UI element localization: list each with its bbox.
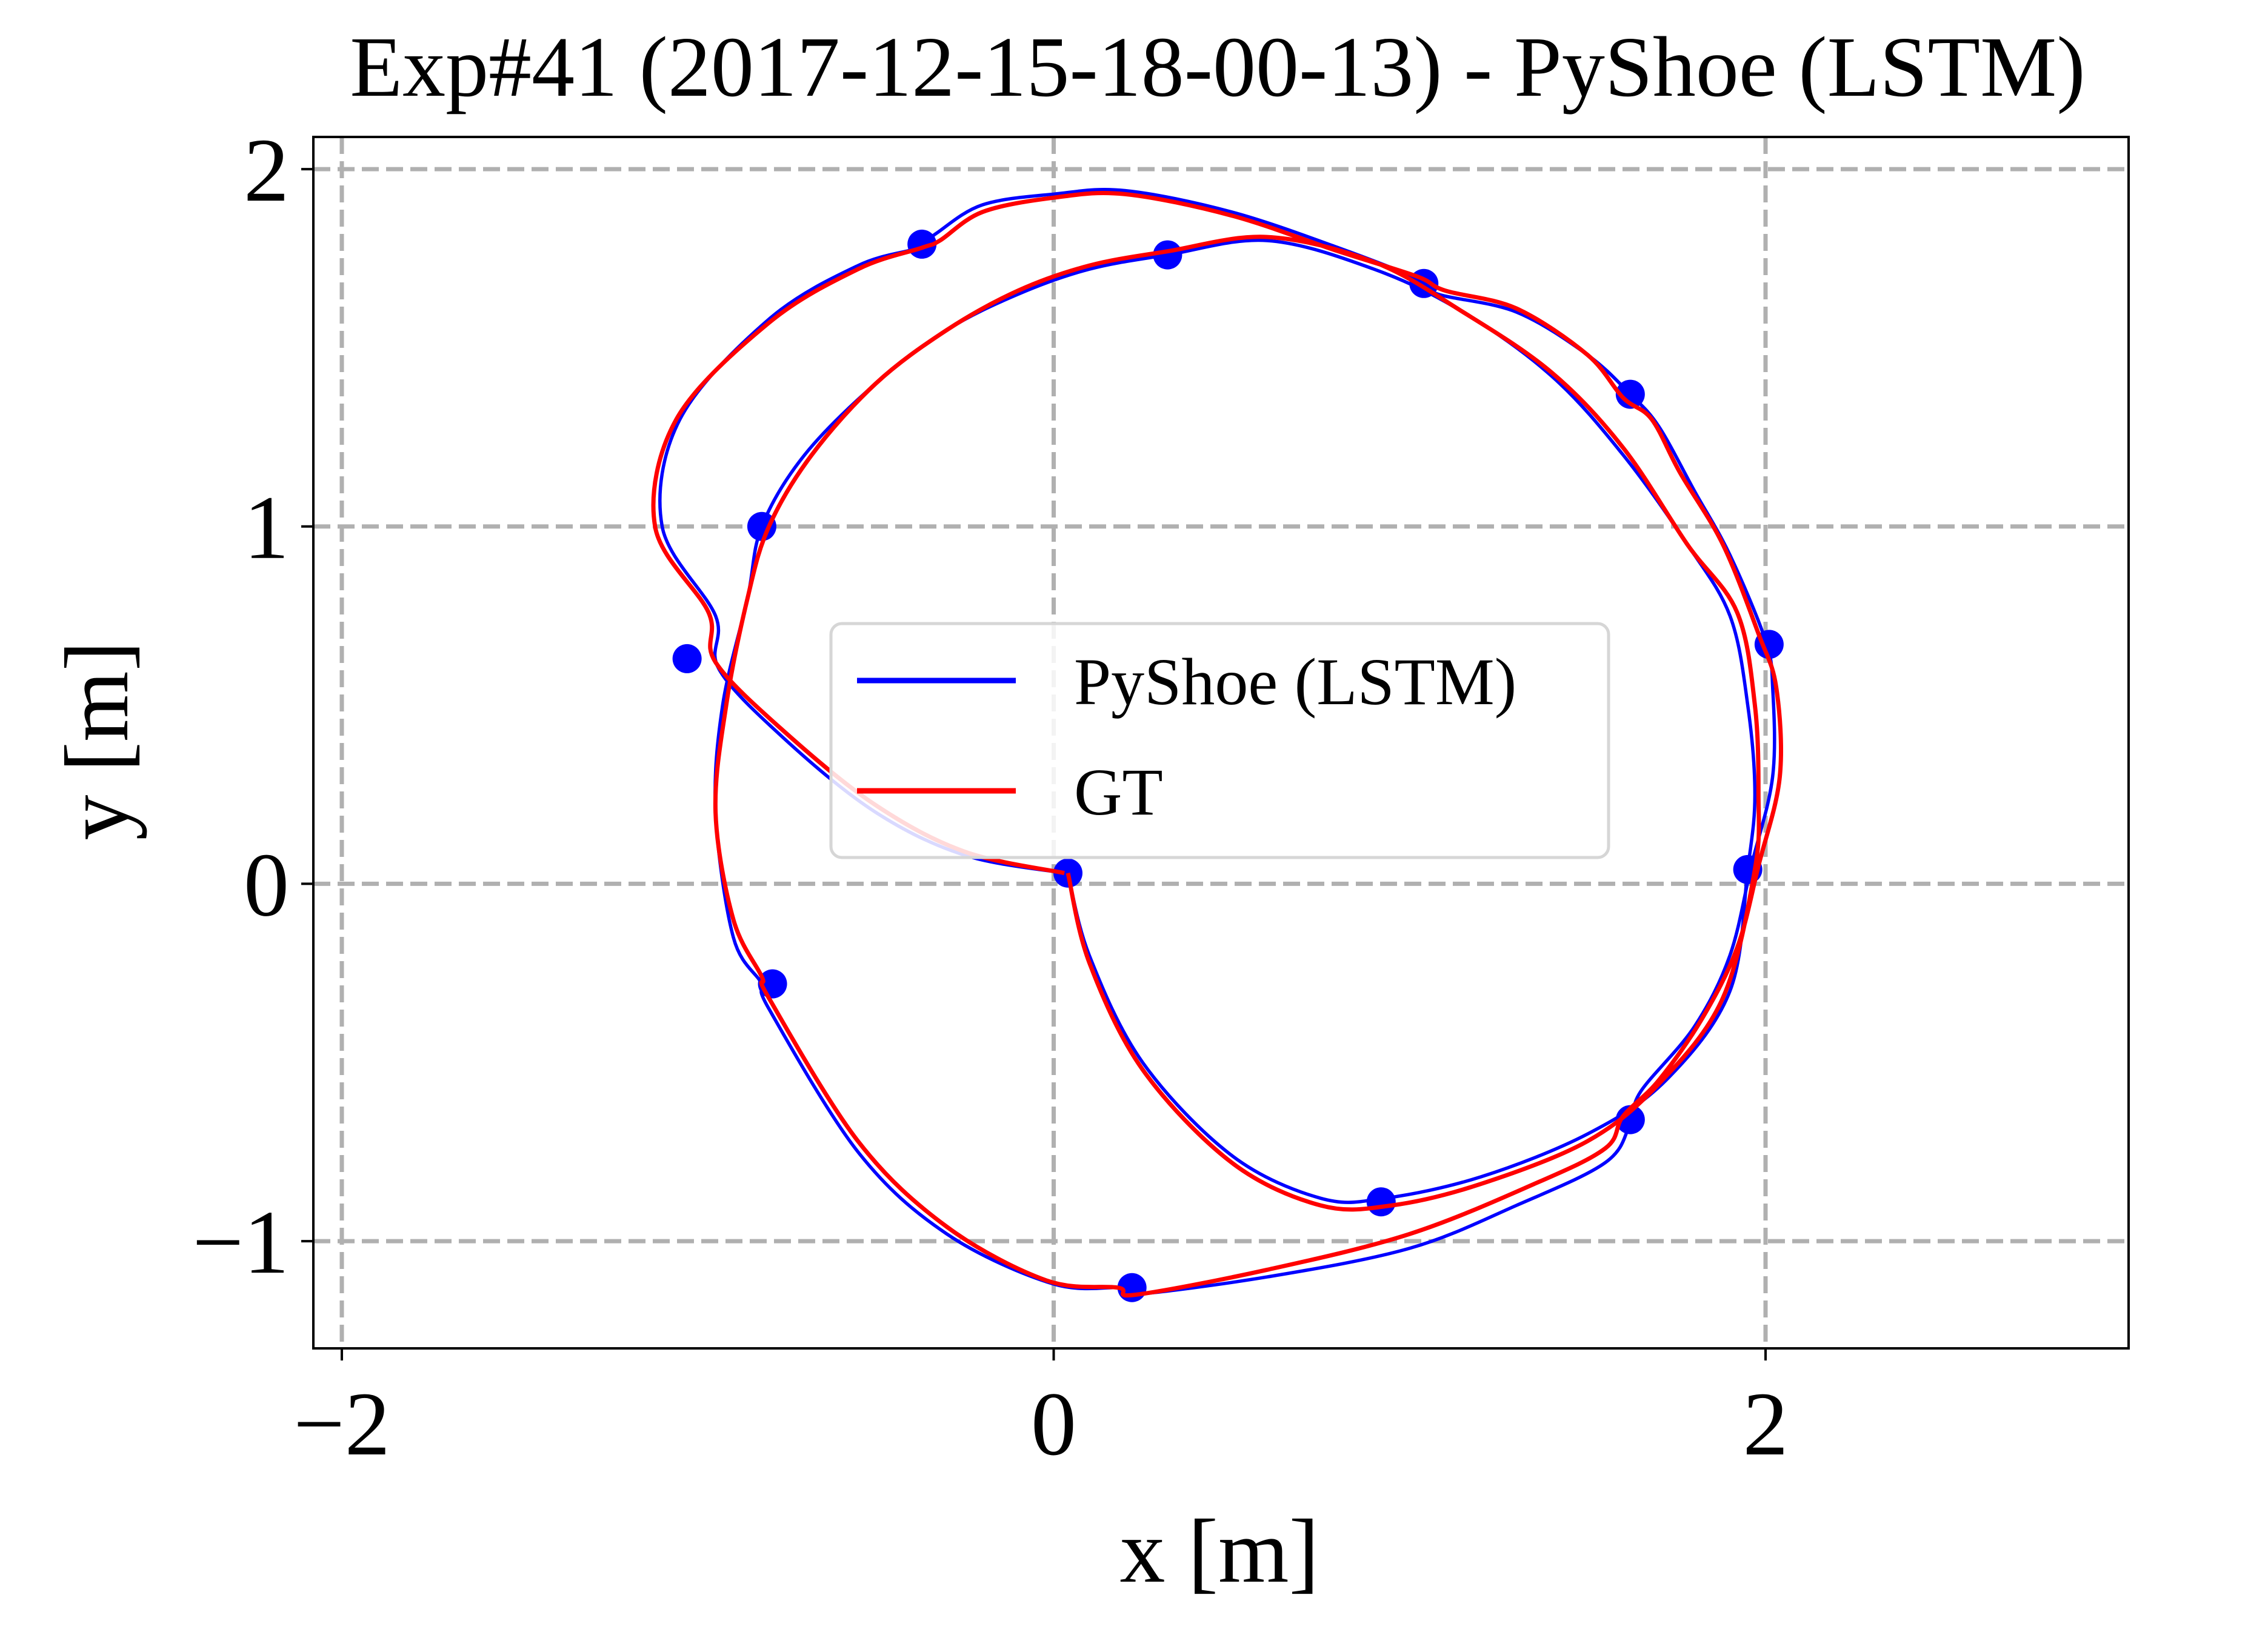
series-layer [651,188,1784,1302]
stride-marker [1615,1105,1645,1134]
series-line-gt [651,190,1783,1298]
x-axis-label: x [m] [1119,1501,1319,1602]
stride-marker [1153,240,1182,270]
stride-marker [1615,379,1645,409]
legend-label-gt: GT [1074,755,1163,829]
y-tick-label: 1 [244,478,289,578]
legend-box [829,622,1610,859]
plot-frame [312,136,2130,1350]
x-tick-label: 0 [1031,1374,1076,1474]
y-axis-label: y [m] [47,641,147,840]
stride-marker [1366,1187,1396,1217]
axis-ticks: −2 0 2 −1 0 1 2 [192,120,1788,1474]
y-tick-label: 2 [244,120,289,221]
legend-label-pyshoe: PyShoe (LSTM) [1074,645,1516,719]
stride-marker [747,511,776,541]
y-tick-label: 0 [244,834,289,935]
x-tick-label: −2 [293,1374,390,1474]
grid-lines [313,137,2129,1348]
chart-title: Exp#41 (2017-12-15-18-00-13) - PyShoe (L… [350,19,2085,115]
legend: PyShoe (LSTM) GT [829,622,1610,859]
y-tick-label: −1 [192,1192,289,1293]
stride-marker [672,644,702,673]
x-tick-label: 2 [1743,1374,1789,1474]
